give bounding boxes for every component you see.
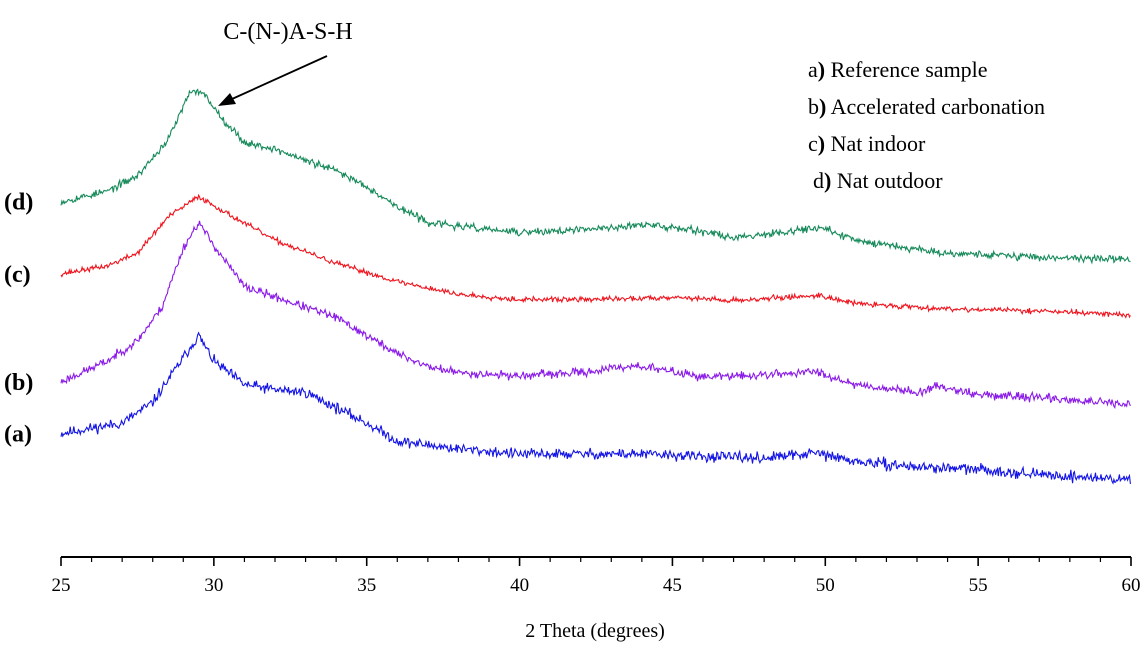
series-tag-a: (a): [4, 421, 32, 447]
annotation-arrow-shaft: [231, 55, 328, 100]
plot-series-layer: [60, 88, 1131, 485]
x-tick-label: 50: [816, 575, 835, 596]
x-axis-ticks: 25 30 35 40 45 50 55 60: [52, 557, 1141, 596]
x-tick-label: 35: [357, 575, 376, 596]
x-tick-label: 60: [1122, 575, 1141, 596]
annotation-label: C-(N-)A-S-H: [223, 19, 352, 45]
series-line-c: [60, 193, 1131, 319]
series-tag-b: (b): [4, 370, 33, 396]
annotation-arrowhead: [218, 93, 236, 106]
series-line-b: [60, 220, 1131, 410]
x-tick-label: 25: [52, 575, 71, 596]
series-line-d: [60, 88, 1131, 265]
x-tick-label: 40: [510, 575, 529, 596]
x-tick-label: 55: [969, 575, 988, 596]
legend-entry: a) Reference sample: [808, 57, 988, 82]
series-tags: (a) (b) (c) (d): [4, 190, 33, 448]
legend-entry: d) Nat outdoor: [813, 168, 943, 193]
series-line-a: [60, 331, 1131, 485]
x-tick-label: 45: [663, 575, 682, 596]
x-axis-title: 2 Theta (degrees): [525, 620, 665, 642]
legend-entry: c) Nat indoor: [808, 131, 926, 156]
series-tag-d: (d): [4, 190, 33, 216]
series-tag-c: (c): [4, 262, 31, 288]
x-tick-label: 30: [204, 575, 223, 596]
legend: a) Reference sample b) Accelerated carbon…: [808, 57, 1045, 193]
legend-entry: b) Accelerated carbonation: [808, 94, 1045, 119]
annotation: C-(N-)A-S-H: [218, 19, 353, 106]
